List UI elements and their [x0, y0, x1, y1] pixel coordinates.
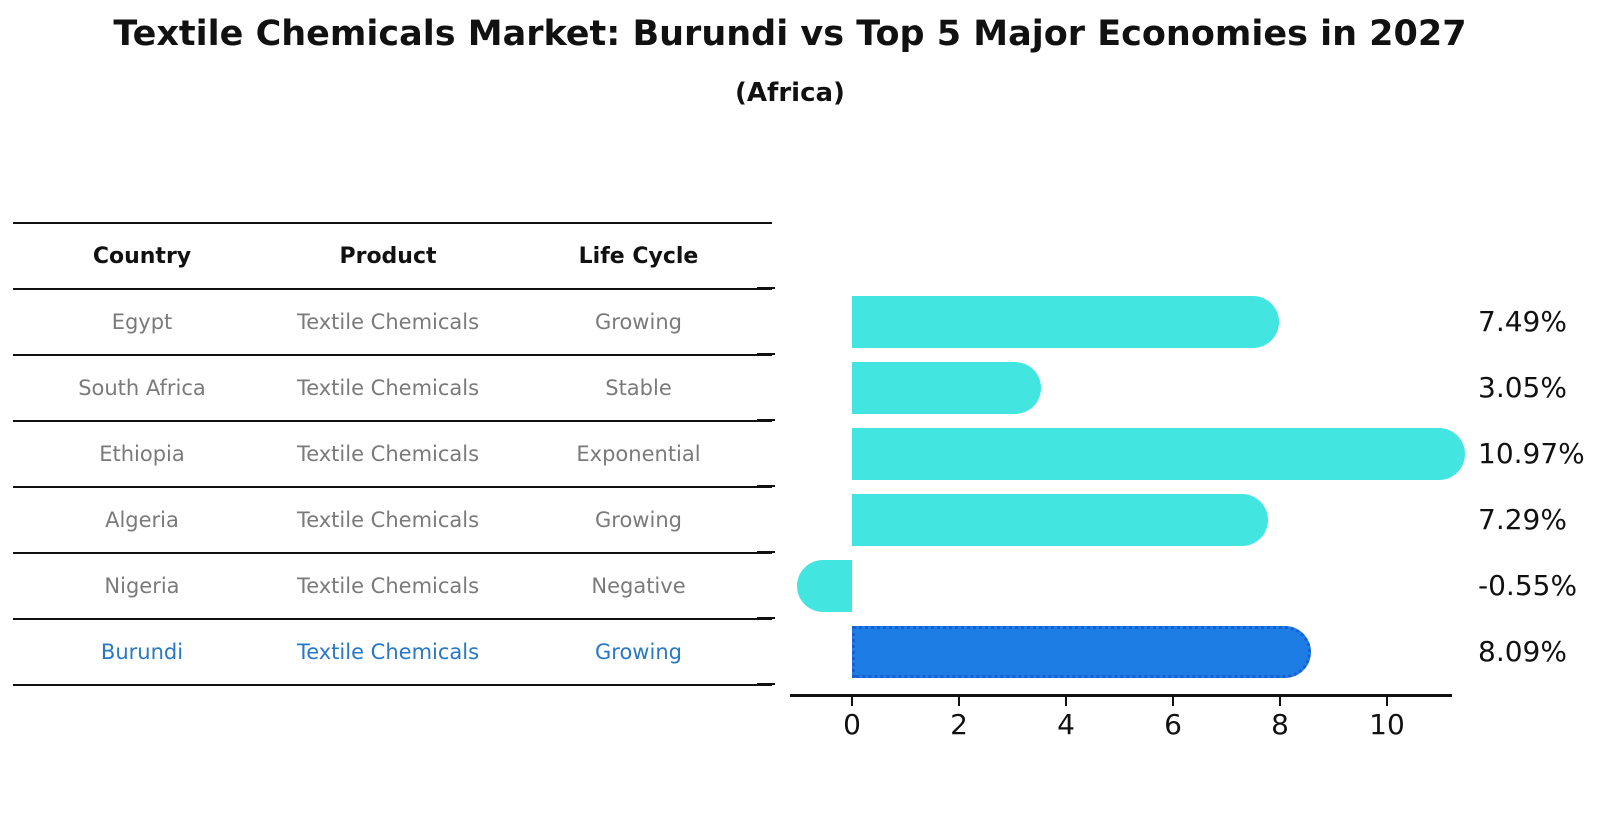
- table-body: Egypt Textile Chemicals Growing South Afric…: [13, 290, 772, 686]
- table-cell-country: Nigeria: [104, 574, 180, 598]
- bar: [852, 296, 1279, 348]
- x-tick-label: 4: [1057, 708, 1075, 741]
- bar-highlight: [852, 626, 1311, 678]
- table-cell-life-cycle: Exponential: [576, 442, 701, 466]
- table-cell-country: South Africa: [78, 376, 206, 400]
- x-tick-label: 6: [1164, 708, 1182, 741]
- table-header-country: Country: [92, 243, 192, 269]
- x-tick: [1065, 697, 1067, 706]
- table-row: Burundi Textile Chemicals Growing: [13, 620, 772, 686]
- table-cell-life-cycle: Negative: [591, 574, 686, 598]
- x-axis-line: [790, 694, 1452, 697]
- table-cell-country: Algeria: [105, 508, 179, 532]
- table-cell-product: Textile Chemicals: [296, 376, 480, 400]
- value-label: 7.29%: [1478, 503, 1567, 536]
- chart-title: Textile Chemicals Market: Burundi vs Top…: [113, 14, 1467, 54]
- bar: [852, 362, 1042, 414]
- table-header-life-cycle: Life Cycle: [578, 243, 699, 269]
- x-tick: [1279, 697, 1281, 706]
- table-row: Algeria Textile Chemicals Growing: [13, 488, 772, 554]
- table-cell-life-cycle: Growing: [595, 508, 682, 532]
- table-cell-product: Textile Chemicals: [296, 442, 480, 466]
- value-label: 7.49%: [1478, 305, 1567, 338]
- table-cell-country: Ethiopia: [99, 442, 185, 466]
- y-tick: [757, 485, 775, 487]
- table-cell-country: Egypt: [111, 310, 173, 334]
- chart-subtitle: (Africa): [735, 78, 845, 108]
- x-tick: [851, 697, 853, 706]
- table-header-product: Product: [339, 243, 437, 269]
- x-tick-label: 2: [950, 708, 968, 741]
- table-header-row: Country Product Life Cycle: [13, 224, 772, 290]
- y-tick: [757, 353, 775, 355]
- x-tick-label: 10: [1369, 708, 1405, 741]
- table-row: Nigeria Textile Chemicals Negative: [13, 554, 772, 620]
- table-row: Ethiopia Textile Chemicals Exponential: [13, 422, 772, 488]
- table-cell-product: Textile Chemicals: [296, 640, 480, 664]
- y-tick: [757, 287, 775, 289]
- bar: [796, 560, 852, 612]
- table-cell-life-cycle: Growing: [595, 310, 682, 334]
- country-table: Country Product Life Cycle Egypt Textile …: [13, 222, 772, 686]
- y-tick: [757, 551, 775, 553]
- value-label: 8.09%: [1478, 635, 1567, 668]
- x-tick: [1172, 697, 1174, 706]
- table-row: South Africa Textile Chemicals Stable: [13, 356, 772, 422]
- y-tick: [757, 419, 775, 421]
- x-tick: [958, 697, 960, 706]
- y-tick: [757, 683, 775, 685]
- x-tick-label: 8: [1271, 708, 1289, 741]
- table-cell-life-cycle: Growing: [595, 640, 682, 664]
- table-cell-product: Textile Chemicals: [296, 508, 480, 532]
- x-tick-label: 0: [843, 708, 861, 741]
- table-cell-life-cycle: Stable: [605, 376, 672, 400]
- value-label: 10.97%: [1478, 437, 1585, 470]
- x-tick: [1386, 697, 1388, 706]
- y-tick: [757, 617, 775, 619]
- bar: [852, 494, 1268, 546]
- value-label: -0.55%: [1478, 569, 1578, 602]
- table-cell-product: Textile Chemicals: [296, 574, 480, 598]
- table-row: Egypt Textile Chemicals Growing: [13, 290, 772, 356]
- value-label: 3.05%: [1478, 371, 1567, 404]
- table-cell-country: Burundi: [100, 640, 184, 664]
- bar: [852, 428, 1465, 480]
- table-cell-product: Textile Chemicals: [296, 310, 480, 334]
